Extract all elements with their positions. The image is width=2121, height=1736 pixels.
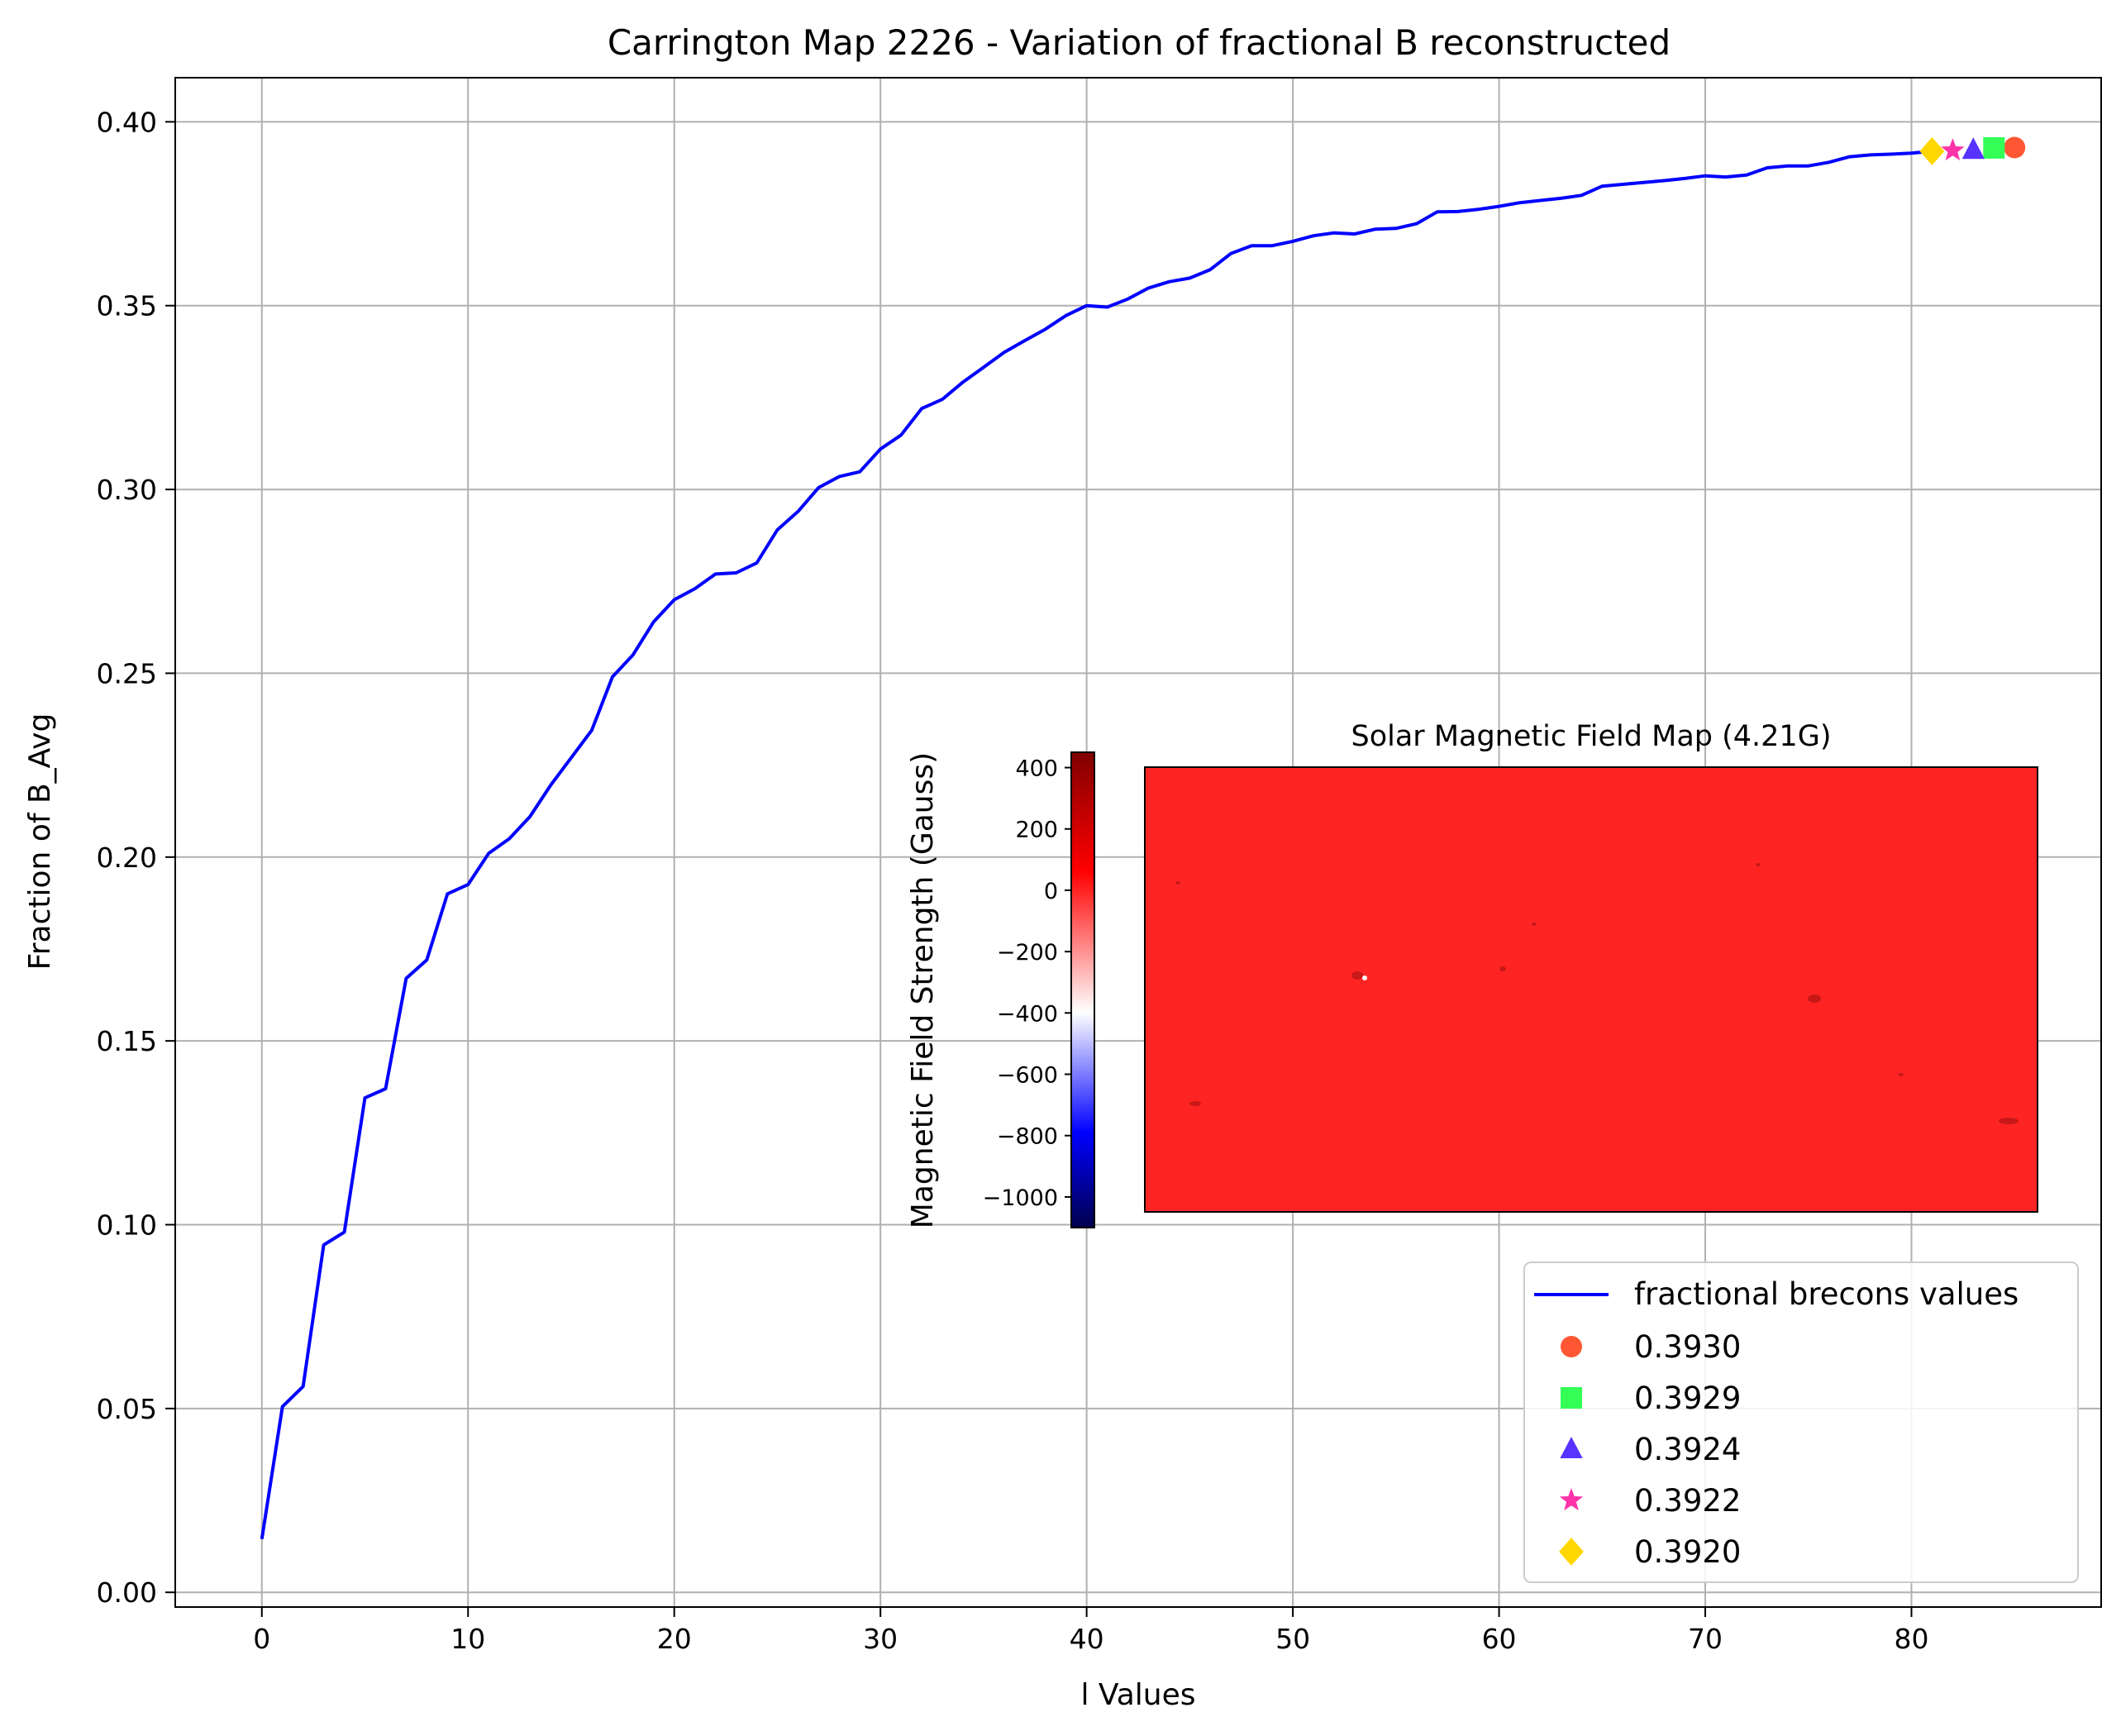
magnetic-field-map: Solar Magnetic Field Map (4.21G) (1144, 720, 2038, 1213)
plot-frame (174, 77, 2102, 1608)
legend-marker-square (1561, 1387, 1582, 1409)
markers-group (1919, 136, 2026, 165)
legend-label: 0.3920 (1634, 1534, 1741, 1570)
colorbar: 400 200 0 −200 −400 −600 −800 −1000 Magnetic Fi… (906, 751, 1095, 1228)
legend-markers: 0.3930 0.3929 0.3924 0.3922 0.3920 (1559, 1329, 1741, 1570)
legend-label-series: fractional brecons values (1634, 1276, 2019, 1312)
colorbar-tick-label: −600 (997, 1063, 1058, 1089)
chart-title: Carrington Map 2226 - Variation of fract… (608, 22, 1671, 63)
x-tick-label: 40 (1070, 1623, 1104, 1655)
y-axis-ticks: 0.00 0.05 0.10 0.15 0.20 0.25 0.30 0.35 0.40 (97, 106, 175, 1609)
y-tick-label: 0.05 (97, 1393, 157, 1425)
y-tick-label: 0.35 (97, 290, 157, 322)
colorbar-ticks: 400 200 0 −200 −400 −600 −800 −1000 (983, 756, 1071, 1211)
series-line (260, 149, 1933, 1540)
x-tick-label: 80 (1894, 1623, 1928, 1655)
colorbar-gradient (1070, 751, 1095, 1228)
y-tick-label: 0.20 (97, 842, 157, 874)
legend-box (1523, 1261, 2079, 1583)
data-point-square (1983, 136, 2005, 159)
legend-marker-circle (1561, 1336, 1582, 1357)
inset-title: Solar Magnetic Field Map (4.21G) (1351, 720, 1832, 753)
y-tick-label: 0.10 (97, 1209, 157, 1242)
legend-label: 0.3930 (1634, 1329, 1741, 1365)
legend-label: 0.3922 (1634, 1483, 1741, 1519)
legend-marker-triangle (1560, 1437, 1583, 1459)
colorbar-tick-label: −400 (997, 1001, 1058, 1027)
legend-label: 0.3924 (1634, 1432, 1741, 1467)
colorbar-tick-label: 400 (1015, 756, 1058, 782)
y-tick-label: 0.25 (97, 657, 157, 689)
legend-marker-star (1559, 1488, 1584, 1511)
x-tick-label: 70 (1688, 1623, 1723, 1655)
map-speckles (1175, 863, 2019, 1124)
x-tick-label: 10 (450, 1623, 485, 1655)
colorbar-label: Magnetic Field Strength (Gauss) (906, 752, 940, 1228)
y-tick-label: 0.40 (97, 106, 157, 138)
x-axis-ticks: 0 10 20 30 40 50 60 70 80 (253, 1607, 1928, 1655)
data-point-circle (2004, 136, 2026, 159)
data-point-diamond (1919, 137, 1945, 165)
x-tick-label: 0 (253, 1623, 270, 1655)
colorbar-tick-label: −1000 (983, 1185, 1058, 1211)
y-tick-label: 0.00 (97, 1576, 157, 1609)
colorbar-tick-label: 0 (1044, 879, 1058, 904)
x-tick-label: 30 (863, 1623, 898, 1655)
map-image (1144, 766, 2038, 1213)
data-point-triangle (1961, 137, 1985, 160)
series-group (260, 149, 1933, 1540)
x-tick-label: 50 (1275, 1623, 1310, 1655)
colorbar-tick-label: 200 (1015, 818, 1058, 843)
legend-marker-diamond (1559, 1538, 1584, 1566)
data-point-star (1941, 138, 1965, 161)
x-axis-label: l Values (1080, 1678, 1195, 1712)
legend: fractional brecons values 0.39300.39290.… (1523, 1261, 2079, 1583)
y-axis-label: Fraction of B_Avg (23, 713, 57, 971)
colorbar-tick-label: −200 (997, 940, 1058, 966)
y-tick-label: 0.30 (97, 474, 157, 506)
x-tick-label: 20 (657, 1623, 692, 1655)
colorbar-tick-label: −800 (997, 1124, 1058, 1150)
legend-label: 0.3929 (1634, 1381, 1741, 1416)
y-tick-label: 0.15 (97, 1025, 157, 1057)
x-tick-label: 60 (1482, 1623, 1517, 1655)
